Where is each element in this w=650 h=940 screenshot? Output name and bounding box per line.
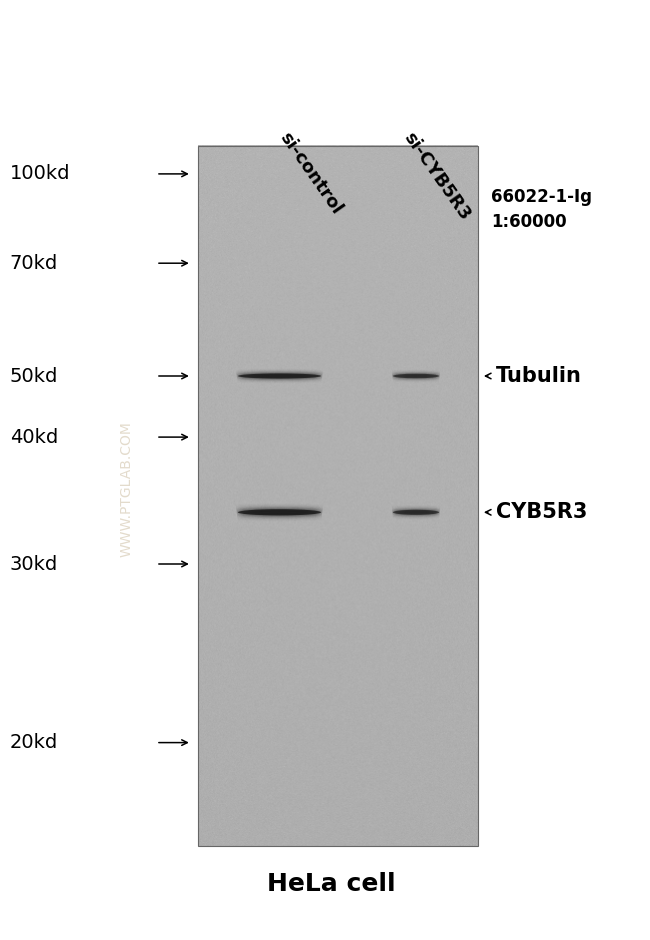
Ellipse shape [236,372,323,375]
Text: 30kd: 30kd [10,555,58,573]
Ellipse shape [392,374,440,376]
Text: 66022-1-Ig
1:60000: 66022-1-Ig 1:60000 [491,188,592,231]
Ellipse shape [393,509,439,515]
Ellipse shape [392,509,440,511]
Ellipse shape [236,372,323,375]
Ellipse shape [392,509,440,512]
Ellipse shape [236,507,323,510]
Text: si-control: si-control [276,129,346,217]
Ellipse shape [257,375,302,377]
Ellipse shape [392,511,440,514]
Ellipse shape [392,509,440,512]
Ellipse shape [392,510,440,513]
Ellipse shape [238,373,321,379]
Ellipse shape [392,374,440,376]
Text: 40kd: 40kd [10,428,58,446]
Ellipse shape [237,514,322,517]
Ellipse shape [236,509,323,511]
Ellipse shape [237,509,322,512]
Ellipse shape [392,375,440,377]
Ellipse shape [236,509,323,512]
Ellipse shape [237,512,322,515]
Ellipse shape [236,508,323,511]
Ellipse shape [404,511,428,513]
Ellipse shape [393,377,439,379]
Ellipse shape [392,512,440,515]
Ellipse shape [237,375,322,378]
Ellipse shape [237,378,322,380]
Ellipse shape [392,509,440,510]
Ellipse shape [393,377,439,379]
Ellipse shape [237,375,322,378]
Bar [198,146,478,846]
Text: 50kd: 50kd [10,367,58,385]
Ellipse shape [237,510,322,513]
Ellipse shape [237,513,322,517]
Ellipse shape [237,374,322,376]
Ellipse shape [236,373,323,376]
Ellipse shape [237,378,322,381]
Ellipse shape [236,371,323,374]
Text: HeLa cell: HeLa cell [267,871,396,896]
Ellipse shape [392,372,440,375]
Ellipse shape [393,513,439,516]
Ellipse shape [237,377,322,380]
Ellipse shape [237,376,322,379]
Text: si-CYB5R3: si-CYB5R3 [400,129,474,224]
Ellipse shape [392,373,440,375]
Ellipse shape [392,376,440,378]
Ellipse shape [237,376,322,378]
Ellipse shape [404,375,428,377]
Ellipse shape [237,510,322,513]
Ellipse shape [237,513,322,516]
Ellipse shape [237,511,322,514]
Ellipse shape [392,511,440,514]
Text: WWW.PTGLAB.COM: WWW.PTGLAB.COM [120,421,134,556]
Text: Tubulin: Tubulin [496,366,582,386]
Ellipse shape [392,509,440,511]
Ellipse shape [237,374,322,377]
Ellipse shape [392,510,440,513]
Ellipse shape [392,374,440,377]
Ellipse shape [392,373,440,376]
Ellipse shape [392,510,440,512]
Ellipse shape [237,377,322,380]
Ellipse shape [236,508,323,510]
Text: 100kd: 100kd [10,164,70,183]
Ellipse shape [238,509,321,515]
Ellipse shape [393,512,439,515]
Ellipse shape [392,508,440,510]
Ellipse shape [393,377,439,380]
Ellipse shape [237,512,322,515]
Ellipse shape [236,373,323,376]
Ellipse shape [236,509,323,511]
Ellipse shape [392,512,440,514]
Ellipse shape [393,514,439,516]
Ellipse shape [392,373,440,375]
Ellipse shape [237,513,322,516]
Text: 20kd: 20kd [10,733,58,752]
Ellipse shape [392,376,440,378]
Ellipse shape [257,511,302,513]
Ellipse shape [236,372,323,374]
Ellipse shape [237,514,322,518]
Ellipse shape [237,511,322,514]
Ellipse shape [392,375,440,378]
Ellipse shape [392,375,440,377]
Ellipse shape [393,374,439,378]
Text: 70kd: 70kd [10,254,58,273]
Ellipse shape [237,376,322,379]
Ellipse shape [393,513,439,516]
Ellipse shape [393,514,439,517]
Ellipse shape [393,376,439,379]
Text: CYB5R3: CYB5R3 [496,502,588,523]
Ellipse shape [237,374,322,377]
